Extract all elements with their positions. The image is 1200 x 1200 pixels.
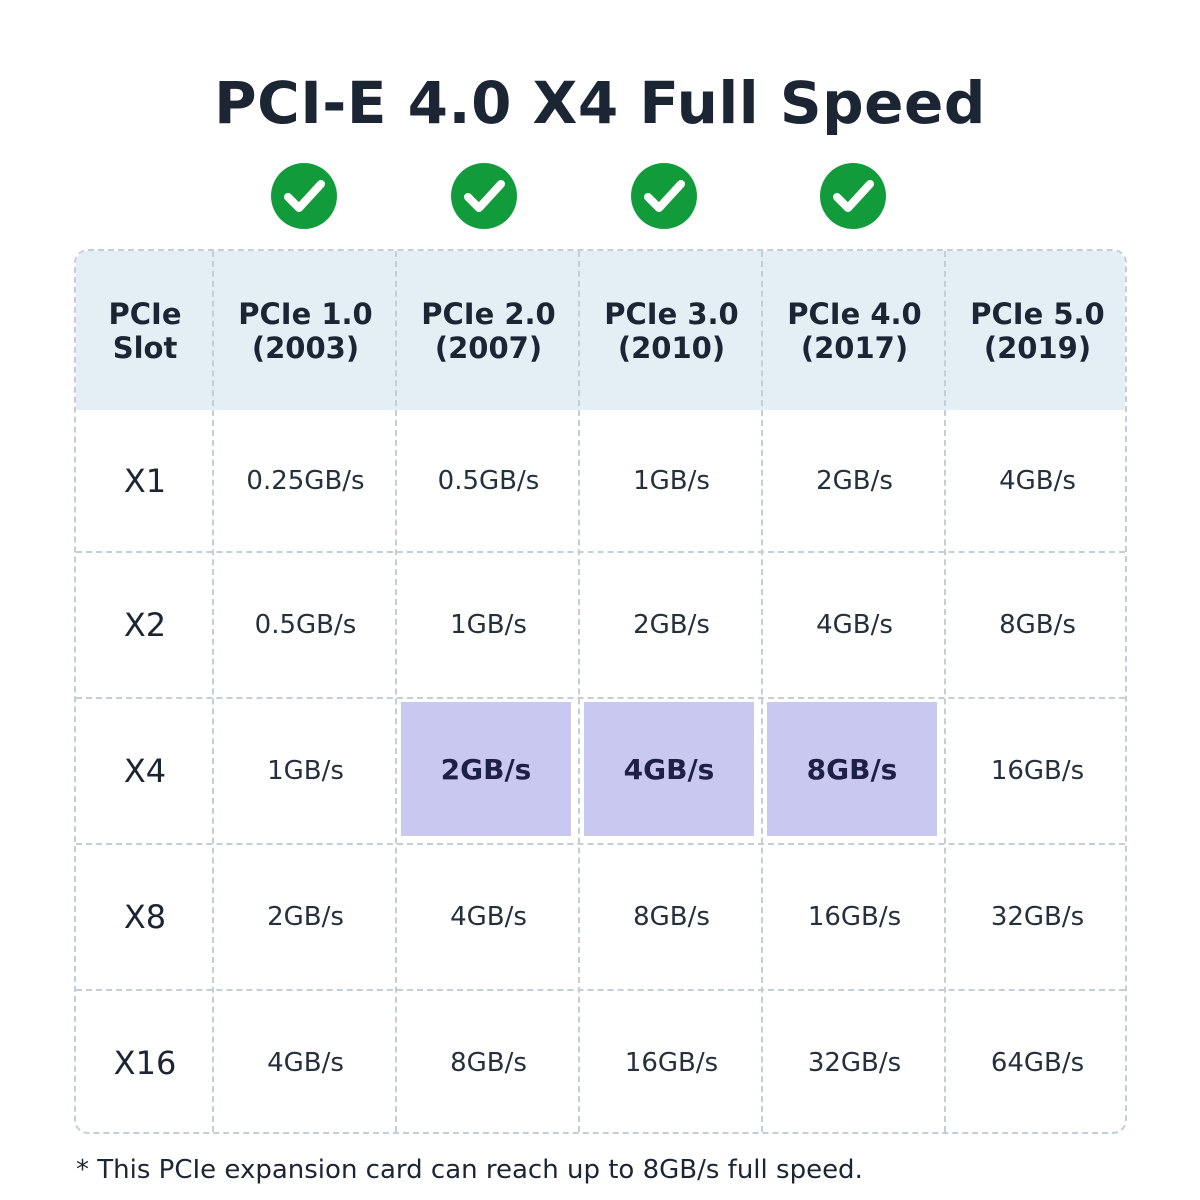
table-cell: 4GB/s: [999, 465, 1076, 496]
header-pcie-1: PCIe 1.0 (2003): [238, 296, 373, 365]
column-divider: [944, 251, 946, 1132]
check-circle-icon: [271, 163, 337, 229]
column-divider: [212, 251, 214, 1132]
check-circle-icon: [451, 163, 517, 229]
check-circle-icon: [631, 163, 697, 229]
table-cell: 0.25GB/s: [246, 465, 365, 496]
highlight-cell-x4-pcie2: [401, 702, 571, 836]
table-cell: 1GB/s: [633, 465, 710, 496]
table-cell: 2GB/s: [816, 465, 893, 496]
table-cell: 0.5GB/s: [254, 610, 357, 640]
header-pcie-3: PCIe 3.0 (2010): [604, 296, 739, 365]
row-label-x4: X4: [123, 752, 167, 790]
row-divider: [76, 843, 1125, 845]
page-title: PCI-E 4.0 X4 Full Speed: [214, 69, 986, 137]
table-cell: 8GB/s: [450, 1047, 527, 1078]
header-pcie-slot: PCIe Slot: [108, 296, 182, 365]
header-pcie-5: PCIe 5.0 (2019): [970, 296, 1105, 365]
header-pcie-4: PCIe 4.0 (2017): [787, 296, 922, 365]
row-label-x8: X8: [123, 898, 167, 936]
table-cell: 4GB/s: [267, 1047, 344, 1078]
row-divider: [76, 697, 1125, 699]
row-label-x1: X1: [123, 461, 167, 500]
table-cell: 4GB/s: [816, 610, 893, 640]
table-cell-highlighted: 2GB/s: [440, 752, 532, 786]
table-cell: 4GB/s: [450, 902, 527, 932]
table-cell: 2GB/s: [267, 902, 344, 932]
table-cell: 32GB/s: [807, 1047, 902, 1078]
highlight-cell-x4-pcie4: [767, 702, 937, 836]
row-label-x16: X16: [113, 1043, 177, 1082]
column-divider: [395, 251, 397, 1132]
table-cell: 1GB/s: [450, 610, 527, 640]
highlight-cell-x4-pcie3: [584, 702, 754, 836]
table-cell: 32GB/s: [990, 902, 1085, 932]
column-divider: [761, 251, 763, 1132]
table-cell: 16GB/s: [990, 756, 1085, 786]
table-cell: 2GB/s: [633, 610, 710, 640]
bandwidth-table: PCIe Slot PCIe 1.0 (2003) PCIe 2.0 (2007) P…: [74, 249, 1127, 1134]
table-cell: 0.5GB/s: [437, 465, 540, 496]
column-divider: [578, 251, 580, 1132]
table-cell: 16GB/s: [624, 1047, 719, 1078]
table-header-row: [76, 251, 1125, 410]
table-cell: 8GB/s: [633, 902, 710, 932]
table-cell-highlighted: 4GB/s: [623, 752, 715, 786]
table-cell: 1GB/s: [267, 756, 344, 786]
row-label-x2: X2: [123, 606, 167, 644]
check-circle-icon: [820, 163, 886, 229]
header-pcie-2: PCIe 2.0 (2007): [421, 296, 556, 365]
row-divider: [76, 989, 1125, 991]
footnote: * This PCIe expansion card can reach up …: [76, 1155, 863, 1185]
table-cell: 64GB/s: [990, 1047, 1085, 1078]
row-divider: [76, 551, 1125, 553]
table-cell: 16GB/s: [807, 902, 902, 932]
table-cell-highlighted: 8GB/s: [806, 752, 898, 786]
table-cell: 8GB/s: [999, 610, 1076, 640]
